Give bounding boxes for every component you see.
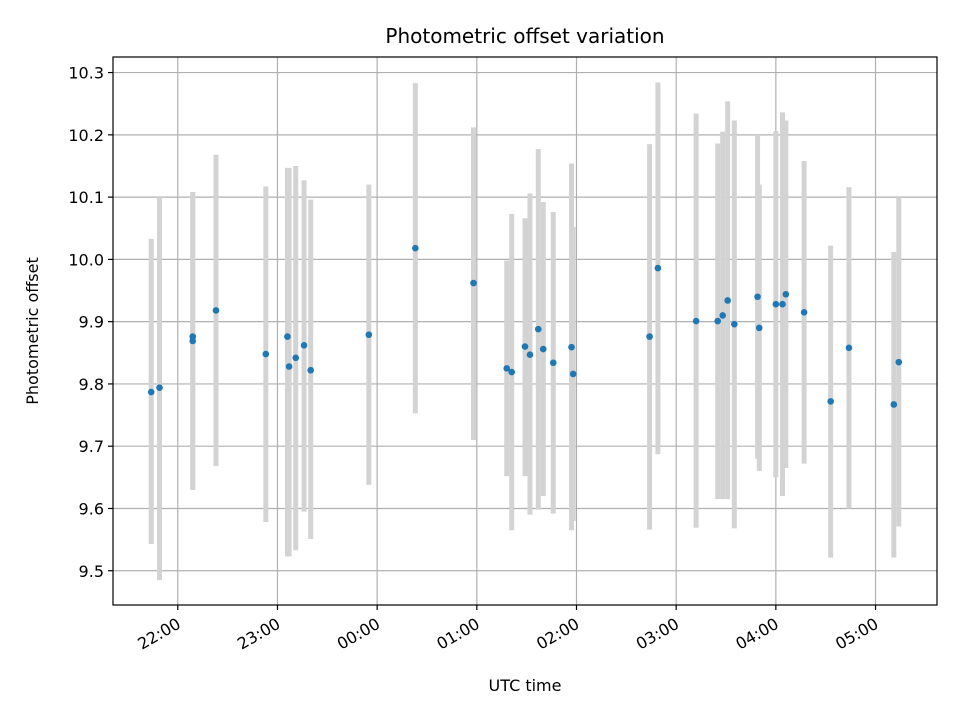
y-tick-label: 9.9	[79, 313, 104, 332]
y-tick-label: 10.0	[68, 250, 104, 269]
data-point	[692, 317, 700, 325]
data-point	[719, 312, 726, 319]
y-axis-title: Photometric offset	[23, 257, 42, 405]
data-point	[724, 297, 731, 304]
data-point	[300, 342, 308, 349]
data-point	[800, 309, 808, 316]
data-point	[521, 343, 529, 350]
data-point	[646, 333, 653, 340]
data-point	[895, 358, 903, 366]
data-point	[654, 264, 662, 272]
data-point	[731, 320, 738, 328]
chart-title: Photometric offset variation	[385, 24, 664, 48]
y-tick-label: 9.5	[79, 562, 104, 581]
data-point	[365, 331, 373, 339]
data-point	[470, 279, 477, 287]
data-point	[569, 370, 577, 378]
y-tick-label: 10.3	[68, 64, 104, 83]
data-point	[714, 317, 722, 325]
data-point	[890, 401, 898, 408]
y-tick-label: 9.8	[79, 375, 104, 394]
data-point	[412, 244, 419, 252]
data-point	[845, 344, 853, 352]
data-point	[754, 293, 761, 301]
data-point	[568, 343, 575, 351]
data-points	[147, 244, 903, 408]
data-point	[779, 300, 786, 308]
data-point	[156, 384, 163, 391]
data-point	[503, 365, 511, 372]
data-point	[526, 351, 534, 358]
data-point	[262, 350, 270, 358]
data-point	[508, 368, 516, 376]
data-point	[147, 388, 155, 396]
data-point	[782, 290, 790, 298]
x-axis-title: UTC time	[489, 676, 562, 695]
data-point	[284, 333, 291, 340]
data-point	[292, 354, 300, 362]
data-point	[534, 325, 542, 333]
data-point	[189, 333, 197, 340]
y-tick-label: 10.1	[68, 188, 104, 207]
data-point	[827, 398, 834, 405]
y-axis-ticks: 9.5 9.6 9.7 9.8 9.9 10.0 10.1 10.2 10.3	[68, 64, 113, 581]
y-tick-label: 9.7	[79, 437, 104, 456]
data-point	[285, 363, 293, 370]
data-point	[307, 366, 314, 374]
y-tick-label: 9.6	[79, 499, 104, 518]
data-point	[549, 359, 557, 367]
plot-area-frame	[112, 56, 938, 606]
data-point	[212, 307, 220, 314]
data-point	[539, 345, 547, 353]
y-tick-label: 10.2	[68, 126, 104, 145]
data-point	[772, 300, 780, 308]
data-point	[755, 324, 763, 332]
